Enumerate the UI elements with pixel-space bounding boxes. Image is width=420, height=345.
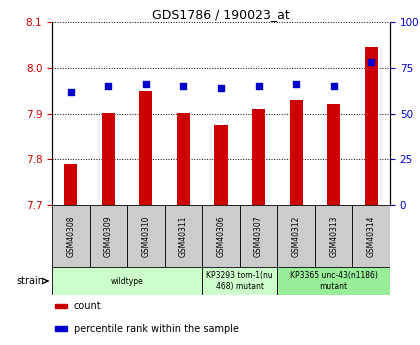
Bar [277, 267, 390, 295]
Text: GSM40307: GSM40307 [254, 215, 263, 257]
Bar [52, 267, 202, 295]
Bar [352, 205, 390, 267]
Bar [165, 205, 202, 267]
Point [142, 81, 149, 87]
Point [255, 83, 262, 89]
Text: GSM40311: GSM40311 [179, 215, 188, 257]
Bar [55, 326, 67, 331]
Bar [315, 205, 352, 267]
Bar [89, 205, 127, 267]
Text: GSM40308: GSM40308 [66, 215, 75, 257]
Bar [202, 205, 240, 267]
Point [180, 83, 187, 89]
Bar [327, 104, 340, 205]
Bar [202, 267, 277, 295]
Text: count: count [74, 301, 102, 311]
Text: GSM40310: GSM40310 [142, 215, 150, 257]
Bar [64, 164, 77, 205]
Point [105, 83, 112, 89]
Text: GSM40313: GSM40313 [329, 215, 338, 257]
Point [68, 89, 74, 94]
Bar [277, 205, 315, 267]
Bar [177, 114, 190, 205]
Text: GSM40309: GSM40309 [104, 215, 113, 257]
Point [218, 85, 224, 91]
Bar [127, 205, 165, 267]
Text: KP3293 tom-1(nu
468) mutant: KP3293 tom-1(nu 468) mutant [206, 271, 273, 291]
Bar [240, 205, 277, 267]
Bar [215, 125, 228, 205]
Text: percentile rank within the sample: percentile rank within the sample [74, 324, 239, 334]
Bar [139, 91, 152, 205]
Title: GDS1786 / 190023_at: GDS1786 / 190023_at [152, 8, 290, 21]
Point [330, 83, 337, 89]
Text: strain: strain [16, 276, 45, 286]
Bar [252, 109, 265, 205]
Bar [365, 47, 378, 205]
Bar [102, 114, 115, 205]
Text: GSM40306: GSM40306 [216, 215, 226, 257]
Point [293, 81, 299, 87]
Point [368, 59, 375, 65]
Text: wildtype: wildtype [111, 276, 144, 286]
Text: GSM40314: GSM40314 [367, 215, 376, 257]
Text: KP3365 unc-43(n1186)
mutant: KP3365 unc-43(n1186) mutant [290, 271, 378, 291]
Bar [52, 205, 89, 267]
Text: GSM40312: GSM40312 [291, 215, 301, 257]
Bar [55, 304, 67, 308]
Bar [289, 100, 303, 205]
